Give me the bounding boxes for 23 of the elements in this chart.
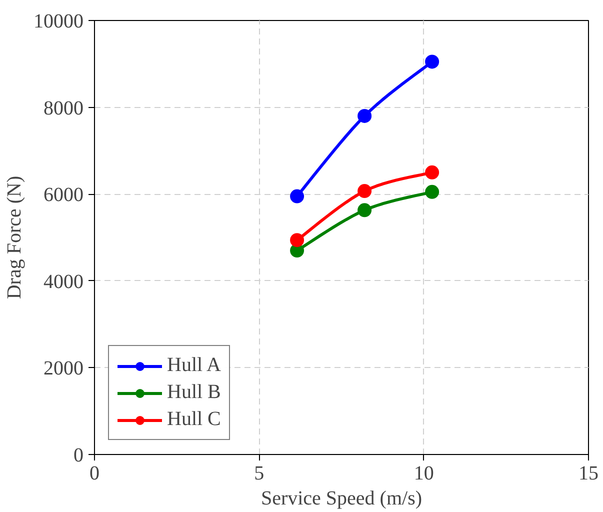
- y-tick-label: 4000: [44, 270, 84, 293]
- y-tick-label: 8000: [44, 97, 84, 120]
- legend-label: Hull B: [167, 381, 221, 404]
- point: [425, 165, 440, 180]
- x-axis-title: Service Speed (m/s): [260, 488, 422, 510]
- point: [290, 233, 304, 248]
- legend-label: Hull C: [167, 408, 221, 431]
- point: [358, 184, 372, 198]
- point: [358, 108, 372, 123]
- y-axis-title: Drag Force (N): [4, 176, 26, 300]
- x-tick-label: 15: [578, 462, 598, 484]
- point: [425, 184, 440, 199]
- point: [290, 189, 304, 204]
- x-tick-label: 5: [254, 462, 264, 484]
- legend-label: Hull A: [167, 354, 221, 377]
- x-tick-label: 0: [90, 462, 100, 484]
- point: [358, 203, 372, 218]
- point: [425, 54, 440, 69]
- x-tick-label: 10: [414, 462, 434, 484]
- y-tick-label: 2000: [44, 358, 84, 380]
- y-tick-label: 10000: [34, 10, 84, 32]
- y-tick-label: 6000: [44, 184, 84, 206]
- y-tick-label: 0: [74, 444, 84, 466]
